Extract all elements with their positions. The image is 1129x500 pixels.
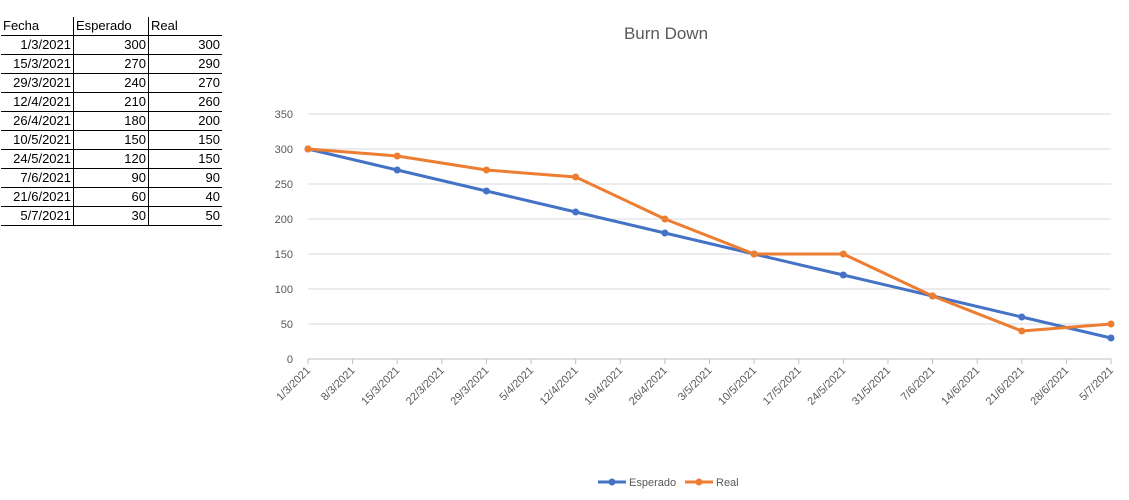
cell-real[interactable]: 150 [148, 130, 222, 150]
table-row: 29/3/2021 240 270 [1, 73, 222, 93]
cell-fecha[interactable]: 1/3/2021 [1, 35, 74, 55]
x-tick-label: 19/4/2021 [582, 365, 625, 408]
x-tick-label: 14/6/2021 [939, 365, 982, 408]
table-row: 10/5/2021 150 150 [1, 130, 222, 150]
data-point-real[interactable] [929, 292, 937, 300]
data-point-real[interactable] [1018, 327, 1026, 335]
chart-legend: Esperado Real [598, 477, 739, 489]
data-point-real[interactable] [750, 250, 758, 258]
cell-fecha[interactable]: 5/7/2021 [1, 206, 74, 226]
header-real[interactable]: Real [148, 17, 222, 36]
series-line-real [306, 147, 1113, 333]
x-tick-label: 7/6/2021 [899, 365, 938, 404]
cell-esperado[interactable]: 150 [73, 130, 149, 150]
cell-esperado[interactable]: 180 [73, 111, 149, 131]
legend-marker-real [695, 478, 703, 486]
y-tick-label: 250 [275, 179, 293, 191]
x-tick-label: 5/4/2021 [497, 365, 536, 404]
cell-esperado[interactable]: 60 [73, 187, 149, 207]
cell-real[interactable]: 290 [148, 54, 222, 74]
table-row: 26/4/2021 180 200 [1, 111, 222, 131]
data-point-esperado[interactable] [1107, 334, 1115, 342]
data-point-real[interactable] [304, 145, 312, 153]
x-tick-label: 12/4/2021 [538, 365, 581, 408]
x-tick-label: 10/5/2021 [716, 365, 759, 408]
y-tick-label: 150 [275, 249, 293, 261]
cell-esperado[interactable]: 120 [73, 149, 149, 169]
cell-fecha[interactable]: 21/6/2021 [1, 187, 74, 207]
x-tick-label: 15/3/2021 [359, 365, 402, 408]
cell-esperado[interactable]: 270 [73, 54, 149, 74]
y-tick-label: 0 [287, 354, 293, 366]
table-row: 5/7/2021 30 50 [1, 206, 222, 226]
cell-esperado[interactable]: 300 [73, 35, 149, 55]
x-tick-label: 31/5/2021 [850, 365, 893, 408]
data-point-real[interactable] [572, 173, 580, 181]
header-esperado[interactable]: Esperado [73, 17, 149, 36]
data-point-esperado[interactable] [393, 166, 401, 174]
cell-real[interactable]: 260 [148, 92, 222, 112]
cell-fecha[interactable]: 24/5/2021 [1, 149, 74, 169]
data-point-real[interactable] [393, 152, 401, 160]
cell-real[interactable]: 300 [148, 35, 222, 55]
cell-esperado[interactable]: 90 [73, 168, 149, 188]
cell-real[interactable]: 40 [148, 187, 222, 207]
cell-real[interactable]: 200 [148, 111, 222, 131]
y-tick-label: 300 [275, 144, 293, 156]
legend-label-esperado[interactable]: Esperado [629, 477, 676, 489]
x-tick-label: 24/5/2021 [805, 365, 848, 408]
data-point-esperado[interactable] [839, 271, 847, 279]
header-fecha[interactable]: Fecha [1, 17, 74, 36]
cell-esperado[interactable]: 210 [73, 92, 149, 112]
x-tick-label: 8/3/2021 [319, 365, 358, 404]
series-line-esperado [306, 147, 1113, 340]
cell-real[interactable]: 270 [148, 73, 222, 93]
x-tick-label: 1/3/2021 [274, 365, 313, 404]
table-row: 24/5/2021 120 150 [1, 149, 222, 169]
cell-esperado[interactable]: 30 [73, 206, 149, 226]
data-point-esperado[interactable] [482, 187, 490, 195]
y-tick-label: 350 [275, 109, 293, 121]
x-tick-label: 22/3/2021 [404, 365, 447, 408]
y-tick-label: 200 [275, 214, 293, 226]
table-row: 1/3/2021 300 300 [1, 35, 222, 55]
x-tick-label: 29/3/2021 [448, 365, 491, 408]
data-point-esperado[interactable] [661, 229, 669, 237]
cell-esperado[interactable]: 240 [73, 73, 149, 93]
cell-fecha[interactable]: 7/6/2021 [1, 168, 74, 188]
cell-real[interactable]: 90 [148, 168, 222, 188]
cell-real[interactable]: 50 [148, 206, 222, 226]
cell-real[interactable]: 150 [148, 149, 222, 169]
y-tick-label: 100 [275, 284, 293, 296]
table-header-row: Fecha Esperado Real [1, 17, 222, 36]
table-row: 7/6/2021 90 90 [1, 168, 222, 188]
data-point-real[interactable] [1107, 320, 1115, 328]
data-point-real[interactable] [482, 166, 490, 174]
cell-fecha[interactable]: 12/4/2021 [1, 92, 74, 112]
x-tick-label: 17/5/2021 [761, 365, 804, 408]
table-row: 21/6/2021 60 40 [1, 187, 222, 207]
data-point-real[interactable] [839, 250, 847, 258]
cell-fecha[interactable]: 29/3/2021 [1, 73, 74, 93]
data-point-real[interactable] [661, 215, 669, 223]
x-tick-label: 5/7/2021 [1077, 365, 1116, 404]
x-tick-label: 28/6/2021 [1028, 365, 1071, 408]
x-tick-label: 26/4/2021 [627, 365, 670, 408]
spreadsheet-table: Fecha Esperado Real 1/3/2021 300 300 15/3/2… [1, 17, 222, 226]
cell-fecha[interactable]: 15/3/2021 [1, 54, 74, 74]
legend-label-real[interactable]: Real [716, 477, 739, 489]
data-point-esperado[interactable] [572, 208, 580, 216]
table-row: 12/4/2021 210 260 [1, 92, 222, 112]
x-tick-label: 3/5/2021 [676, 365, 715, 404]
cell-fecha[interactable]: 26/4/2021 [1, 111, 74, 131]
data-point-esperado[interactable] [1018, 313, 1026, 321]
y-tick-label: 50 [281, 319, 293, 331]
table-row: 15/3/2021 270 290 [1, 54, 222, 74]
chart-title: Burn Down [624, 24, 708, 43]
x-tick-label: 21/6/2021 [984, 365, 1027, 408]
cell-fecha[interactable]: 10/5/2021 [1, 130, 74, 150]
legend-marker-esperado [608, 478, 616, 486]
